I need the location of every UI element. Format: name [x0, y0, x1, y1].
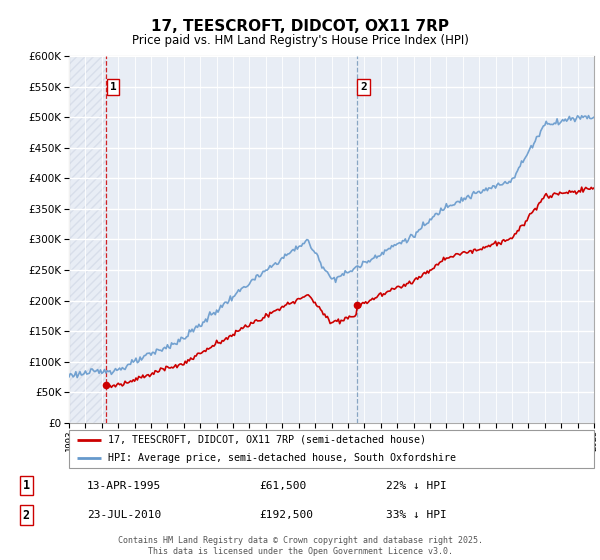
Text: £192,500: £192,500 [260, 510, 314, 520]
Text: 2: 2 [360, 82, 367, 92]
Text: 13-APR-1995: 13-APR-1995 [87, 480, 161, 491]
Text: 2: 2 [23, 508, 30, 522]
Text: 17, TEESCROFT, DIDCOT, OX11 7RP (semi-detached house): 17, TEESCROFT, DIDCOT, OX11 7RP (semi-de… [109, 435, 427, 445]
Text: 1: 1 [23, 479, 30, 492]
Text: HPI: Average price, semi-detached house, South Oxfordshire: HPI: Average price, semi-detached house,… [109, 453, 457, 463]
Text: 1: 1 [110, 82, 116, 92]
FancyBboxPatch shape [69, 430, 594, 468]
Text: 23-JUL-2010: 23-JUL-2010 [87, 510, 161, 520]
Text: 33% ↓ HPI: 33% ↓ HPI [386, 510, 447, 520]
Text: Contains HM Land Registry data © Crown copyright and database right 2025.
This d: Contains HM Land Registry data © Crown c… [118, 536, 482, 556]
Text: 17, TEESCROFT, DIDCOT, OX11 7RP: 17, TEESCROFT, DIDCOT, OX11 7RP [151, 20, 449, 34]
Text: 22% ↓ HPI: 22% ↓ HPI [386, 480, 447, 491]
Text: Price paid vs. HM Land Registry's House Price Index (HPI): Price paid vs. HM Land Registry's House … [131, 34, 469, 47]
Text: £61,500: £61,500 [260, 480, 307, 491]
